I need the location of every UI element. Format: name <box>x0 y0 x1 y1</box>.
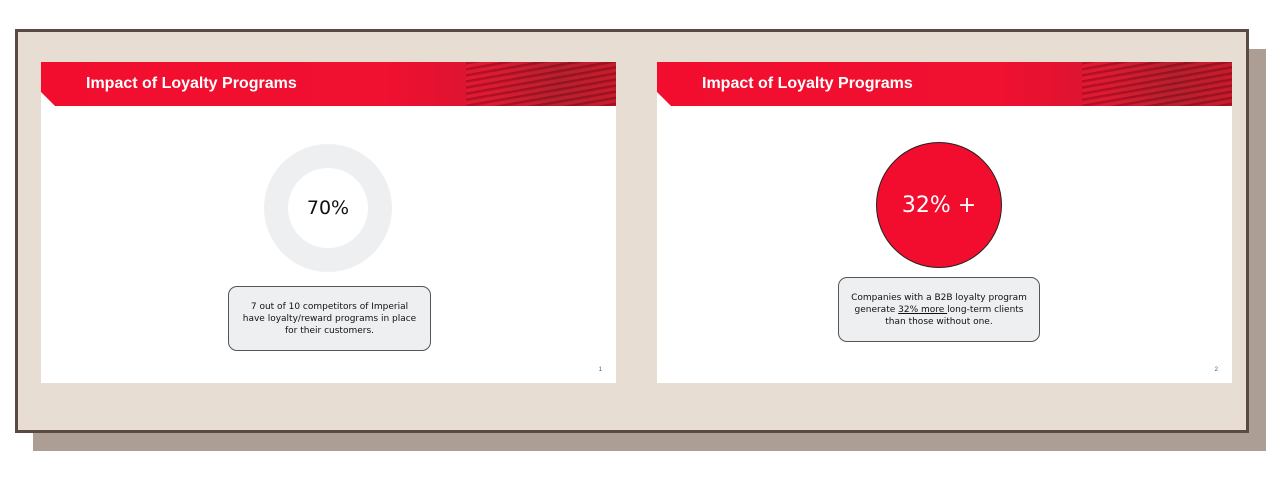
callout-highlight: 32% more <box>898 304 948 315</box>
slide-title-banner <box>657 62 1232 106</box>
callout-text: Companies with a B2B loyalty program gen… <box>849 292 1029 328</box>
callout-text: 7 out of 10 competitors of Imperial have… <box>242 301 417 336</box>
donut-percentage: 70% <box>306 197 350 219</box>
slide-title: Impact of Loyalty Programs <box>702 75 913 92</box>
banner-corner <box>41 92 55 106</box>
callout-text-before: Companies with a B2B loyalty program gen… <box>851 292 1027 315</box>
stat-circle <box>876 142 1002 268</box>
slide-thumbnail-1[interactable]: Impact of Loyalty Programs 70% 7 out of … <box>41 62 616 383</box>
slide-thumbnail-2[interactable]: Impact of Loyalty Programs 32% + Compani… <box>657 62 1232 383</box>
banner-corner <box>657 92 671 106</box>
slide-title: Impact of Loyalty Programs <box>86 75 297 92</box>
donut-chart <box>264 144 392 272</box>
donut-track <box>264 144 392 272</box>
page-number: 2 <box>1214 367 1218 373</box>
slide-title-banner <box>41 62 616 106</box>
stat-callout-box: Companies with a B2B loyalty program gen… <box>838 277 1040 342</box>
slide-sorter-frame: Impact of Loyalty Programs 70% 7 out of … <box>15 29 1249 433</box>
stat-circle-label: 32% + <box>901 192 977 218</box>
callout-text-after: long-term clients than those without one… <box>885 304 1024 327</box>
stat-callout-box: 7 out of 10 competitors of Imperial have… <box>228 286 431 351</box>
page-number: 1 <box>598 367 602 373</box>
